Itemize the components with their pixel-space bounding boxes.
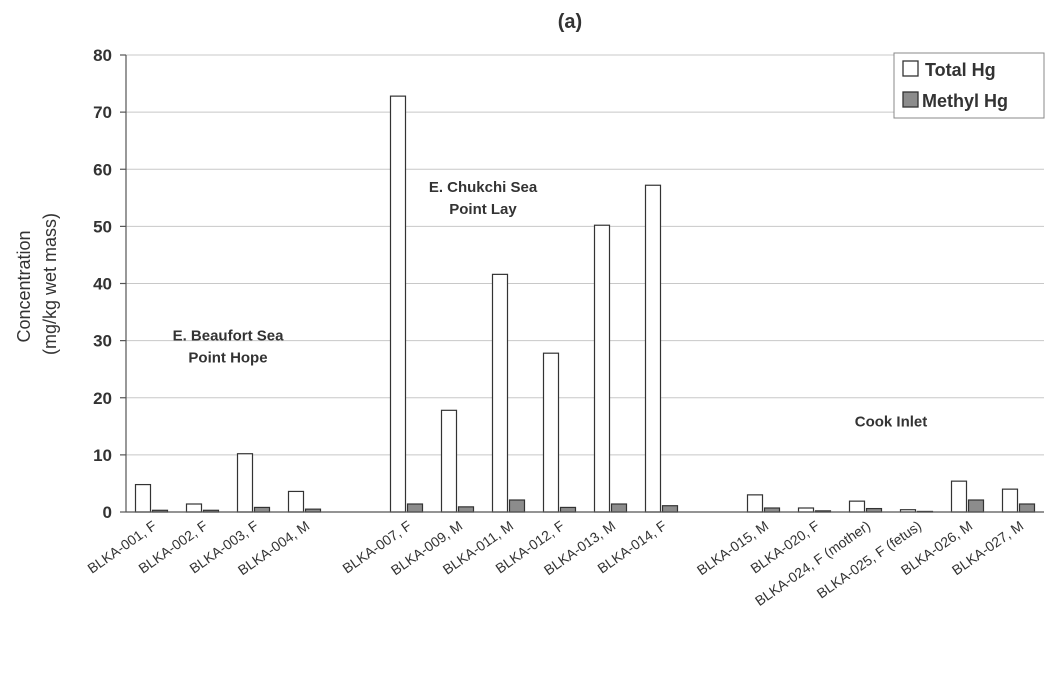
y-tick-label: 60 (93, 160, 112, 179)
y-tick-label: 70 (93, 103, 112, 122)
bar-total-hg (746, 494, 764, 513)
bar-methyl-hg (457, 506, 475, 513)
region-label-line: Cook Inlet (855, 413, 928, 430)
y-axis-ticks: 0 10 20 30 40 50 60 70 80 (93, 46, 126, 522)
legend-box (893, 52, 1045, 119)
y-axis-label-line-2: (mg/kg wet mass) (40, 213, 60, 355)
chart-title: (a) (558, 11, 582, 33)
bar-total-hg (491, 273, 509, 513)
bar-total-hg (389, 95, 407, 513)
bar-total-hg (440, 409, 458, 513)
y-tick-label: 10 (93, 446, 112, 465)
y-axis-label-line-1: Concentration (14, 230, 34, 342)
y-tick-label: 80 (93, 46, 112, 65)
region-label: E. Beaufort Sea Point Hope (173, 328, 285, 367)
region-label-line: Point Lay (449, 201, 517, 218)
legend-label-methyl-hg: Methyl Hg (922, 91, 1008, 111)
y-tick-label: 40 (93, 275, 112, 294)
bar-methyl-hg (967, 499, 985, 513)
y-tick-label: 30 (93, 332, 112, 351)
bar-methyl-hg (559, 506, 577, 513)
y-tick-label: 0 (103, 503, 112, 522)
y-tick-label: 20 (93, 389, 112, 408)
y-tick-label: 50 (93, 217, 112, 236)
legend-label-total-hg: Total Hg (925, 60, 996, 80)
bar-methyl-hg (661, 505, 679, 513)
bar-methyl-hg (508, 499, 526, 513)
region-label-line: Point Hope (188, 350, 267, 367)
legend: Total Hg Methyl Hg (893, 52, 1045, 119)
bar-total-hg (593, 224, 611, 513)
region-label-line: E. Beaufort Sea (173, 328, 285, 345)
bar-total-hg (644, 184, 662, 513)
bar-total-hg (950, 480, 968, 513)
bar-total-hg (1001, 488, 1019, 513)
bar-total-hg (287, 490, 305, 513)
bar-total-hg (848, 500, 866, 513)
region-label: Cook Inlet (855, 413, 928, 430)
legend-swatch-total-hg (902, 60, 919, 77)
bars (134, 95, 1036, 513)
y-axis-label: Concentration (mg/kg wet mass) (14, 213, 60, 355)
bar-total-hg (542, 352, 560, 513)
bar-total-hg (236, 453, 254, 513)
axes (125, 55, 1044, 513)
region-label-line: E. Chukchi Sea (429, 179, 538, 196)
bar-total-hg (185, 503, 203, 513)
bar-total-hg (134, 483, 152, 513)
region-annotations: E. Beaufort Sea Point Hope E. Chukchi Sea P… (173, 179, 928, 430)
region-label: E. Chukchi Sea Point Lay (429, 179, 538, 218)
bar-methyl-hg (406, 503, 424, 513)
bar-methyl-hg (253, 506, 271, 513)
legend-swatch-methyl-hg (902, 91, 919, 108)
bar-methyl-hg (610, 503, 628, 513)
gridlines (126, 54, 1044, 456)
bar-methyl-hg (1018, 503, 1036, 513)
